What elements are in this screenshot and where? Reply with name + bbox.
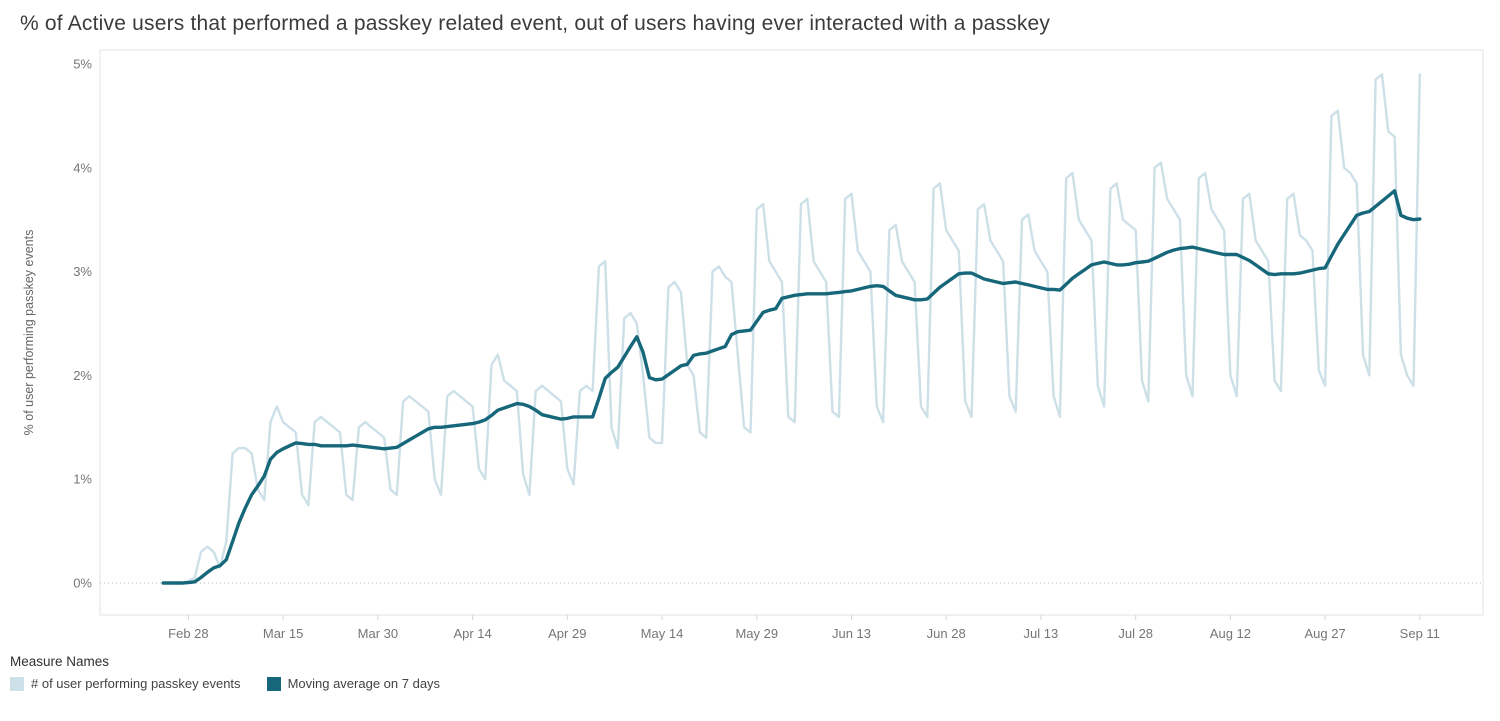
x-tick-label: Jun 13 (832, 626, 871, 641)
moving-average-line[interactable] (161, 189, 1422, 585)
x-tick-label: Mar 30 (358, 626, 398, 641)
moving-average-swatch-icon (266, 676, 281, 691)
passkey-usage-line-chart[interactable]: 0% 1% 2% 3% 4% 5% % of user performing passkey… (0, 38, 1500, 650)
x-tick-label: Apr 29 (548, 626, 586, 641)
y-tick-label: 0% (73, 576, 92, 591)
daily-series-line[interactable] (161, 73, 1422, 585)
chart-title: % of Active users that performed a passk… (20, 12, 1051, 35)
x-tick-label: Jul 13 (1024, 626, 1059, 641)
legend: Measure Names # of user performing passk… (0, 650, 1500, 691)
legend-title: Measure Names (10, 654, 110, 669)
x-tick-label: Apr 14 (453, 626, 491, 641)
x-tick-label: Mar 15 (263, 626, 303, 641)
legend-item-daily-series[interactable]: # of user performing passkey events (10, 676, 241, 691)
y-tick-label: 2% (73, 368, 92, 383)
plot-pane-border (99, 49, 1484, 616)
x-tick-label: Aug 12 (1210, 626, 1251, 641)
x-tick-label: Jun 28 (927, 626, 966, 641)
legend-item-moving-average[interactable]: Moving average on 7 days (266, 676, 441, 691)
chart-area: 0% 1% 2% 3% 4% 5% % of user performing passkey… (0, 38, 1500, 650)
y-tick-label: 1% (73, 472, 92, 487)
legend-item-label: # of user performing passkey events (31, 676, 241, 691)
x-tick-label: May 29 (735, 626, 778, 641)
legend-item-label: Moving average on 7 days (287, 676, 441, 691)
legend-items: # of user performing passkey events Movi… (10, 676, 1500, 691)
y-axis-title: % of user performing passkey events (22, 230, 36, 436)
y-tick-label: 4% (73, 160, 92, 175)
y-tick-label: 5% (73, 57, 92, 72)
y-tick-label: 3% (73, 264, 92, 279)
x-tick-label: May 14 (641, 626, 684, 641)
x-tick-label: Aug 27 (1304, 626, 1345, 641)
x-tick-label: Jul 28 (1118, 626, 1153, 641)
x-tick-label: Sep 11 (1400, 626, 1440, 641)
daily-series-swatch-icon (10, 676, 24, 691)
x-tick-label: Feb 28 (168, 626, 208, 641)
